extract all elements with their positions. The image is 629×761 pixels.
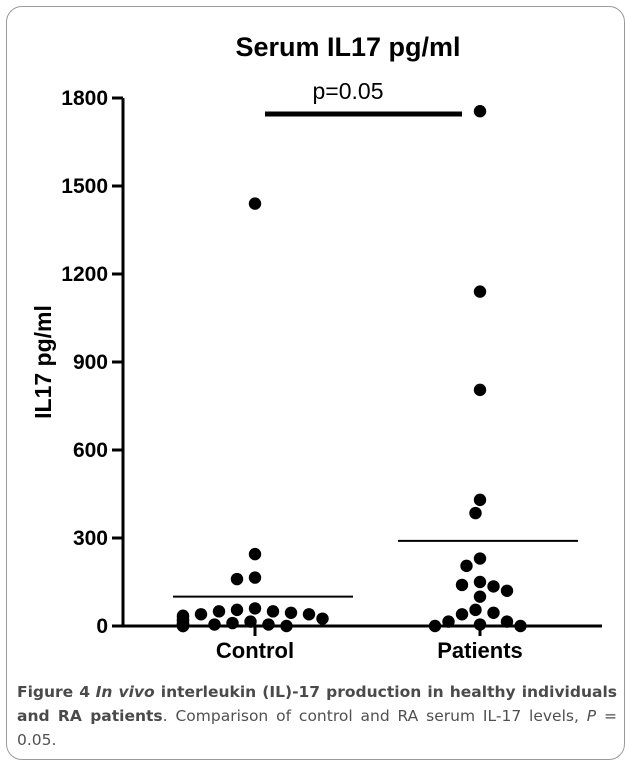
- data-marks: p=0.05: [173, 78, 578, 633]
- y-axis-label: IL17 pg/ml: [30, 305, 56, 419]
- y-tick-label: 1800: [61, 87, 108, 110]
- scatter-chart: Serum IL17 pg/ml IL17 pg/ml 0 300 600 900 12…: [30, 32, 602, 663]
- data-point: [226, 616, 239, 630]
- data-point: [469, 506, 482, 520]
- caption-title: interleukin (IL)-17 production in health…: [17, 683, 617, 725]
- data-point: [262, 618, 275, 631]
- data-point: [248, 602, 262, 615]
- data-point: [469, 603, 482, 617]
- figure-frame: [6, 6, 625, 760]
- data-point: [316, 612, 329, 625]
- data-point: [514, 619, 527, 633]
- axes: 0 300 600 900 1200 1500 1800 Control Patients: [61, 87, 602, 663]
- p-value-annotation: p=0.05: [313, 78, 384, 104]
- data-point: [442, 615, 455, 628]
- data-point: [194, 608, 208, 621]
- data-point: [284, 606, 298, 619]
- data-point: [248, 571, 262, 584]
- y-tick-label: 1200: [61, 263, 108, 286]
- data-point: [473, 383, 487, 397]
- data-point: [230, 572, 244, 586]
- y-tick-label: 900: [73, 351, 108, 374]
- x-tick-label: Control: [216, 638, 294, 663]
- data-point: [487, 580, 500, 593]
- data-point: [230, 603, 244, 617]
- data-point: [455, 608, 469, 621]
- chart-title: Serum IL17 pg/ml: [235, 32, 460, 62]
- data-point: [455, 578, 469, 592]
- y-tick-label: 0: [96, 615, 108, 638]
- data-point: [473, 618, 487, 631]
- figure-caption: Figure 4 In vivo interleukin (IL)-17 pro…: [17, 680, 617, 752]
- caption-title-italic: In vivo: [95, 683, 155, 701]
- data-point: [212, 605, 226, 618]
- data-point: [280, 619, 293, 633]
- data-point: [473, 493, 487, 507]
- data-point: [473, 590, 487, 603]
- y-tick-label: 600: [73, 439, 108, 462]
- data-point: [473, 285, 487, 298]
- x-tick-label: Patients: [437, 638, 523, 663]
- data-point: [248, 547, 262, 561]
- y-tick-label: 300: [73, 527, 108, 550]
- caption-p-symbol: P: [586, 707, 597, 725]
- caption-body-end: = 0.05.: [17, 707, 617, 749]
- data-point: [176, 619, 190, 633]
- data-point: [473, 552, 487, 565]
- data-point: [473, 105, 487, 118]
- data-point: [487, 606, 500, 619]
- data-point: [244, 615, 257, 628]
- data-point: [302, 608, 316, 621]
- data-point: [428, 619, 442, 633]
- y-tick-label: 1500: [61, 175, 108, 198]
- data-point: [208, 618, 221, 631]
- data-point: [473, 575, 487, 589]
- data-point: [500, 584, 514, 597]
- data-point: [248, 197, 262, 210]
- data-point: [266, 605, 280, 618]
- data-point: [460, 559, 473, 573]
- caption-body: . Comparison of control and RA serum IL-…: [162, 707, 587, 725]
- caption-label: Figure 4: [17, 683, 91, 701]
- data-point: [500, 615, 514, 628]
